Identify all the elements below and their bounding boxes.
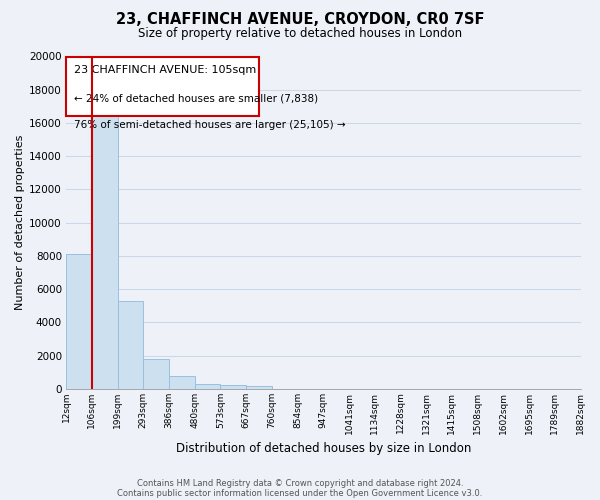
- Text: 76% of semi-detached houses are larger (25,105) →: 76% of semi-detached houses are larger (…: [74, 120, 346, 130]
- Text: 23 CHAFFINCH AVENUE: 105sqm: 23 CHAFFINCH AVENUE: 105sqm: [74, 65, 256, 75]
- Bar: [194, 384, 220, 389]
- Text: Contains HM Land Registry data © Crown copyright and database right 2024.: Contains HM Land Registry data © Crown c…: [137, 478, 463, 488]
- Text: Contains public sector information licensed under the Open Government Licence v3: Contains public sector information licen…: [118, 488, 482, 498]
- Bar: [118, 300, 143, 389]
- Text: ← 24% of detached houses are smaller (7,838): ← 24% of detached houses are smaller (7,…: [74, 93, 318, 103]
- Bar: [169, 376, 194, 389]
- Text: Size of property relative to detached houses in London: Size of property relative to detached ho…: [138, 28, 462, 40]
- FancyBboxPatch shape: [66, 56, 259, 116]
- Bar: [143, 359, 169, 389]
- X-axis label: Distribution of detached houses by size in London: Distribution of detached houses by size …: [176, 442, 471, 455]
- Bar: [220, 386, 246, 389]
- Bar: [246, 386, 272, 389]
- Bar: [66, 254, 92, 389]
- Text: 23, CHAFFINCH AVENUE, CROYDON, CR0 7SF: 23, CHAFFINCH AVENUE, CROYDON, CR0 7SF: [116, 12, 484, 28]
- Y-axis label: Number of detached properties: Number of detached properties: [15, 135, 25, 310]
- Bar: [92, 113, 118, 389]
